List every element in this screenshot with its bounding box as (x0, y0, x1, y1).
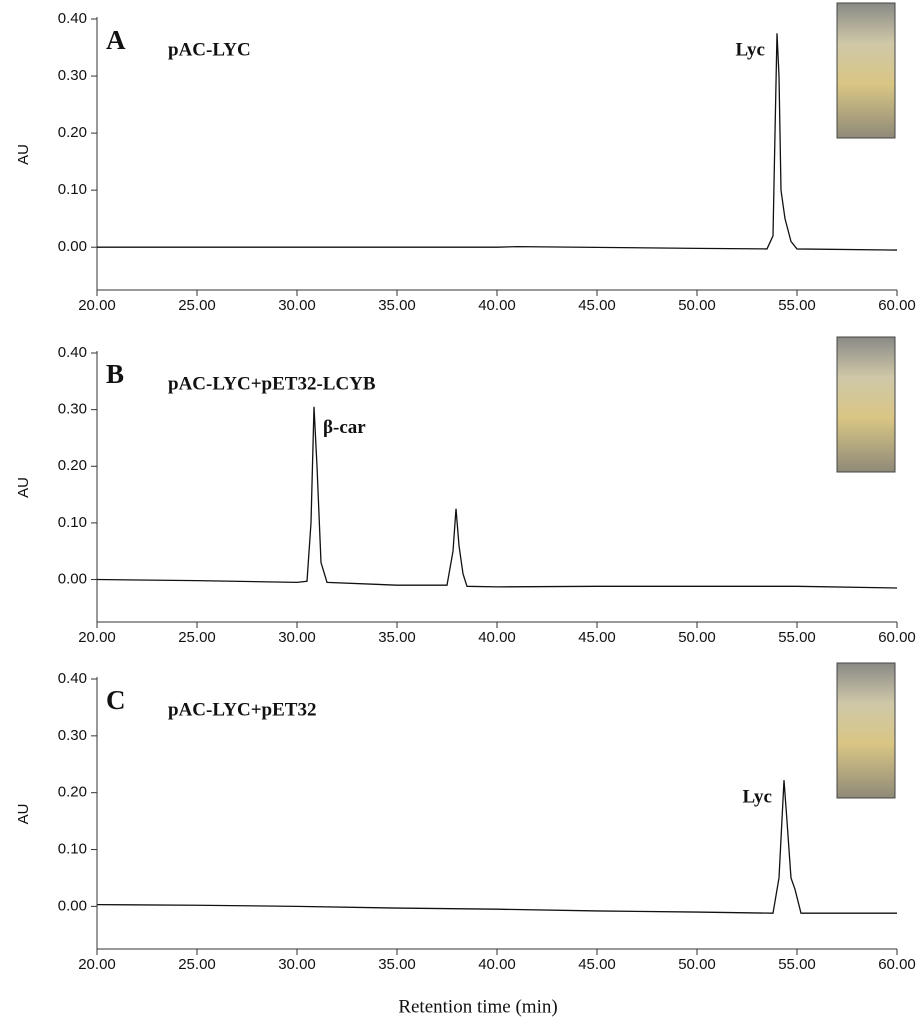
y-tick-label: 0.40 (58, 10, 87, 27)
x-tick-label: 25.00 (178, 956, 216, 973)
x-tick-label: 60.00 (878, 297, 916, 314)
y-tick-label: 0.20 (58, 784, 87, 801)
y-tick-label: 0.30 (58, 401, 87, 418)
x-tick-label: 35.00 (378, 297, 416, 314)
panel-title: pAC-LYC+pET32 (168, 699, 316, 720)
panel-title: pAC-LYC (168, 39, 251, 60)
peak-label: β-car (323, 417, 366, 438)
y-tick-label: 0.30 (58, 67, 87, 84)
trace (96, 780, 897, 914)
x-tick-label: 35.00 (378, 629, 416, 646)
x-tick-label: 45.00 (578, 629, 616, 646)
peak-label: Lyc (735, 40, 765, 61)
x-tick-label: 20.00 (78, 956, 116, 973)
x-tick-label: 20.00 (78, 629, 116, 646)
y-tick-label: 0.10 (58, 840, 87, 857)
panel-label: C (106, 685, 126, 715)
x-tick-label: 50.00 (678, 629, 716, 646)
x-tick-label: 25.00 (178, 629, 216, 646)
x-tick-label: 20.00 (78, 297, 116, 314)
x-tick-label: 40.00 (478, 956, 516, 973)
peak-label: Lyc (742, 787, 772, 808)
x-tick-label: 40.00 (478, 297, 516, 314)
x-tick-label: 60.00 (878, 956, 916, 973)
y-axis-label: AU (15, 804, 32, 825)
y-axis-label: AU (15, 144, 32, 165)
trace (97, 33, 898, 251)
x-tick-label: 55.00 (778, 956, 816, 973)
panel-label: A (106, 25, 126, 55)
x-axis-label: Retention time (min) (398, 996, 557, 1017)
y-tick-label: 0.40 (58, 670, 87, 687)
x-tick-label: 25.00 (178, 297, 216, 314)
x-tick-label: 40.00 (478, 629, 516, 646)
x-tick-label: 55.00 (778, 629, 816, 646)
x-tick-label: 55.00 (778, 297, 816, 314)
x-tick-label: 30.00 (278, 297, 316, 314)
y-tick-label: 0.20 (58, 124, 87, 141)
panel-title: pAC-LYC+pET32-LCYB (168, 373, 376, 394)
tube-photo (836, 662, 896, 799)
x-tick-label: 45.00 (578, 297, 616, 314)
y-tick-label: 0.10 (58, 181, 87, 198)
x-tick-label: 50.00 (678, 297, 716, 314)
x-tick-label: 30.00 (278, 629, 316, 646)
panel-label: B (106, 359, 124, 389)
y-tick-label: 0.10 (58, 514, 87, 531)
x-tick-label: 30.00 (278, 956, 316, 973)
x-tick-label: 60.00 (878, 629, 916, 646)
tube-photo (836, 2, 896, 139)
trace (96, 406, 898, 589)
x-tick-label: 50.00 (678, 956, 716, 973)
x-tick-label: 45.00 (578, 956, 616, 973)
y-tick-label: 0.00 (58, 897, 87, 914)
y-tick-label: 0.00 (58, 570, 87, 587)
y-tick-label: 0.40 (58, 344, 87, 361)
y-tick-label: 0.20 (58, 457, 87, 474)
y-tick-label: 0.30 (58, 727, 87, 744)
x-tick-label: 35.00 (378, 956, 416, 973)
y-tick-label: 0.00 (58, 238, 87, 255)
y-axis-label: AU (15, 477, 32, 498)
tube-photo (836, 336, 896, 473)
